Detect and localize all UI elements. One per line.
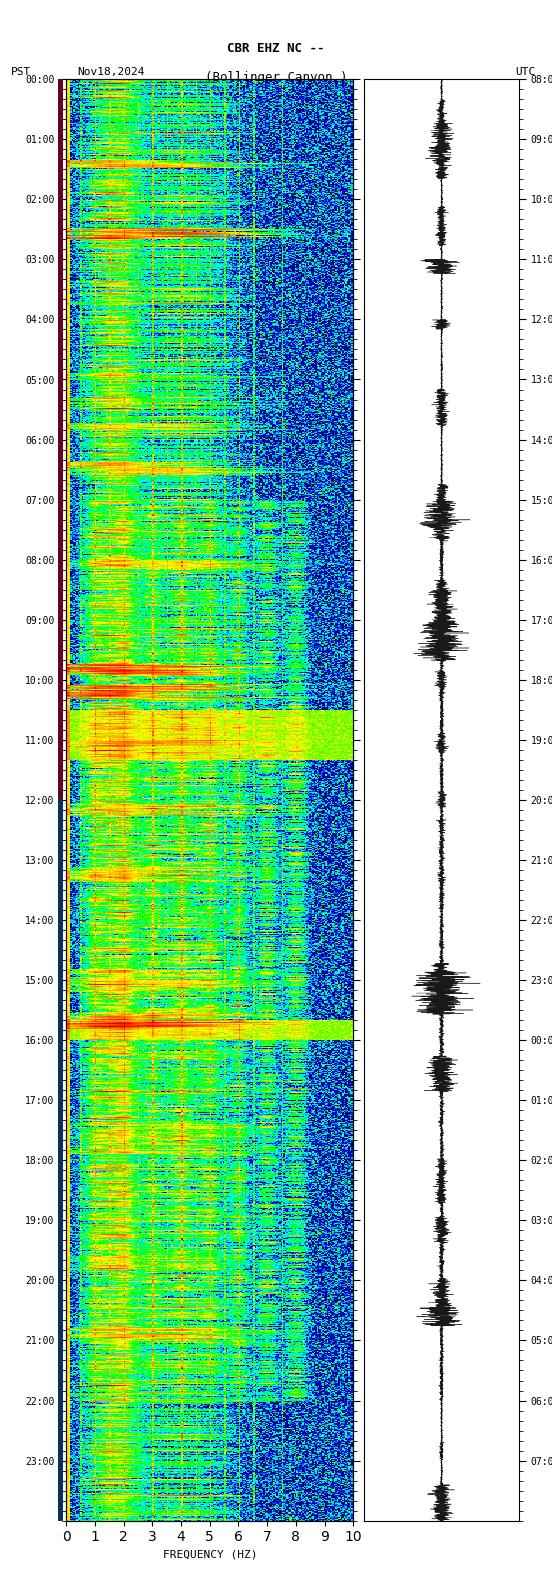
- Text: UTC: UTC: [515, 67, 535, 76]
- Text: (Bollinger Canyon ): (Bollinger Canyon ): [205, 71, 347, 84]
- Text: CBR EHZ NC --: CBR EHZ NC --: [227, 43, 325, 55]
- X-axis label: FREQUENCY (HZ): FREQUENCY (HZ): [162, 1549, 257, 1560]
- Text: PST: PST: [11, 67, 31, 76]
- Text: Nov18,2024: Nov18,2024: [77, 67, 145, 76]
